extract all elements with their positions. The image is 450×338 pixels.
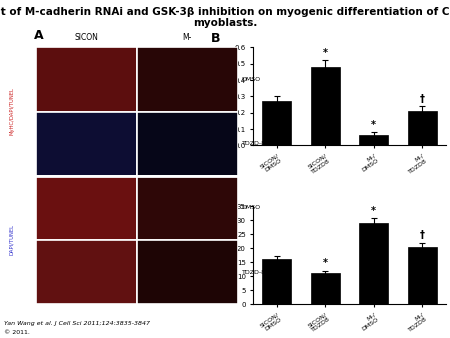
Text: M-: M- xyxy=(183,33,192,42)
Text: DAPI/TUNEL: DAPI/TUNEL xyxy=(9,224,14,256)
Bar xyxy=(36,240,137,304)
Text: SICON: SICON xyxy=(75,33,99,42)
Text: †: † xyxy=(420,94,425,104)
Bar xyxy=(310,273,340,304)
Bar xyxy=(408,111,437,145)
Bar xyxy=(137,176,238,240)
Text: Yan Wang et al. J Cell Sci 2011;124:3835-3847: Yan Wang et al. J Cell Sci 2011;124:3835… xyxy=(4,321,150,326)
Bar xyxy=(36,112,137,176)
Y-axis label: Fusion Index: Fusion Index xyxy=(220,72,229,120)
Bar xyxy=(359,223,388,304)
Text: *: * xyxy=(323,48,328,58)
Text: TDZD-8: TDZD-8 xyxy=(242,141,266,146)
Text: A: A xyxy=(34,29,44,42)
Text: DMSO: DMSO xyxy=(242,77,261,82)
Bar xyxy=(36,176,137,240)
Text: © 2011.: © 2011. xyxy=(4,330,31,335)
Text: *: * xyxy=(371,120,376,130)
Bar xyxy=(262,101,291,145)
Bar xyxy=(137,240,238,304)
Y-axis label: Apoptotic Index: Apoptotic Index xyxy=(222,225,231,285)
Text: *: * xyxy=(371,206,376,216)
Text: MyHC/DAPI/TUNEL: MyHC/DAPI/TUNEL xyxy=(9,88,14,136)
Bar xyxy=(408,247,437,304)
Text: *: * xyxy=(323,258,328,268)
Text: Effect of M-cadherin RNAi and GSK-3β inhibition on myogenic differentiation of C: Effect of M-cadherin RNAi and GSK-3β inh… xyxy=(0,7,450,28)
Text: C: C xyxy=(211,191,220,204)
Text: B: B xyxy=(211,32,220,45)
Text: DMSO: DMSO xyxy=(242,206,261,210)
Text: TDZD-8: TDZD-8 xyxy=(242,270,266,274)
Bar xyxy=(359,135,388,145)
Bar xyxy=(262,259,291,304)
Text: †: † xyxy=(420,230,425,240)
Bar xyxy=(137,47,238,112)
Bar xyxy=(310,67,340,145)
Bar xyxy=(36,47,137,112)
Bar xyxy=(137,112,238,176)
